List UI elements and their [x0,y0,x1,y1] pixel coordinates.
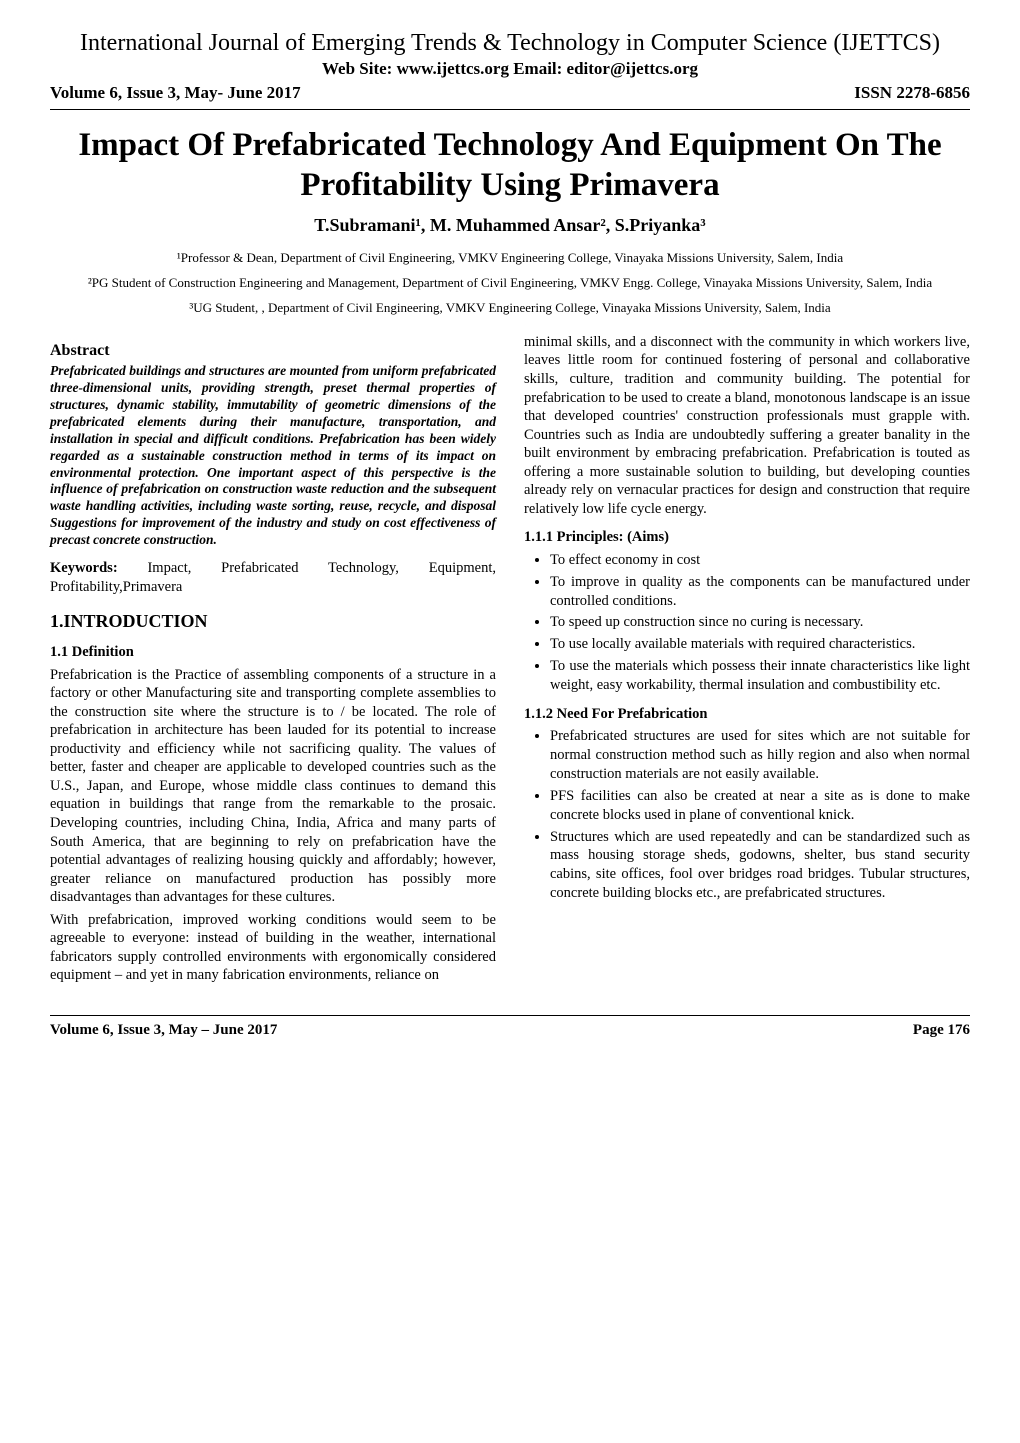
list-item: To use the materials which possess their… [550,657,970,695]
footer-left: Volume 6, Issue 3, May – June 2017 [50,1022,277,1039]
need-heading: 1.1.2 Need For Prefabrication [524,705,970,724]
list-item: To speed up construction since no curing… [550,613,970,632]
volume-row: Volume 6, Issue 3, May- June 2017 ISSN 2… [50,83,970,103]
keywords-label: Keywords: [50,560,118,576]
definition-paragraph-2: With prefabrication, improved working co… [50,911,496,985]
journal-title: International Journal of Emerging Trends… [50,30,970,57]
list-item: To use locally available materials with … [550,635,970,654]
subsection-1-1-heading: 1.1 Definition [50,643,496,662]
issn: ISSN 2278-6856 [854,83,970,103]
definition-continuation: minimal skills, and a disconnect with th… [524,333,970,518]
page-footer: Volume 6, Issue 3, May – June 2017 Page … [50,1015,970,1039]
section-1-heading: 1.INTRODUCTION [50,610,496,633]
page-container: International Journal of Emerging Trends… [0,0,1020,1079]
paper-title: Impact Of Prefabricated Technology And E… [50,126,970,205]
list-item: To improve in quality as the components … [550,573,970,611]
journal-web-email: Web Site: www.ijettcs.org Email: editor@… [50,59,970,79]
list-item: To effect economy in cost [550,551,970,570]
volume-issue: Volume 6, Issue 3, May- June 2017 [50,83,301,103]
list-item: PFS facilities can also be created at ne… [550,787,970,825]
affiliation-3: ³UG Student, , Department of Civil Engin… [80,300,940,317]
affiliation-1: ¹Professor & Dean, Department of Civil E… [80,250,940,267]
two-column-body: Abstract Prefabricated buildings and str… [50,333,970,985]
column-left: Abstract Prefabricated buildings and str… [50,333,496,985]
abstract-heading: Abstract [50,341,496,361]
list-item: Prefabricated structures are used for si… [550,727,970,784]
aims-list: To effect economy in cost To improve in … [524,551,970,695]
definition-paragraph-1: Prefabrication is the Practice of assemb… [50,666,496,907]
authors: T.Subramani¹, M. Muhammed Ansar², S.Priy… [50,215,970,236]
list-item: Structures which are used repeatedly and… [550,828,970,903]
needs-list: Prefabricated structures are used for si… [524,727,970,903]
aims-heading: 1.1.1 Principles: (Aims) [524,528,970,547]
header-rule [50,109,970,110]
abstract-body: Prefabricated buildings and structures a… [50,363,496,549]
keywords-text: Impact, Prefabricated Technology, Equipm… [50,560,496,595]
footer-right: Page 176 [913,1022,970,1039]
affiliation-2: ²PG Student of Construction Engineering … [80,275,940,292]
column-right: minimal skills, and a disconnect with th… [524,333,970,985]
keywords-row: Keywords: Impact, Prefabricated Technolo… [50,559,496,596]
